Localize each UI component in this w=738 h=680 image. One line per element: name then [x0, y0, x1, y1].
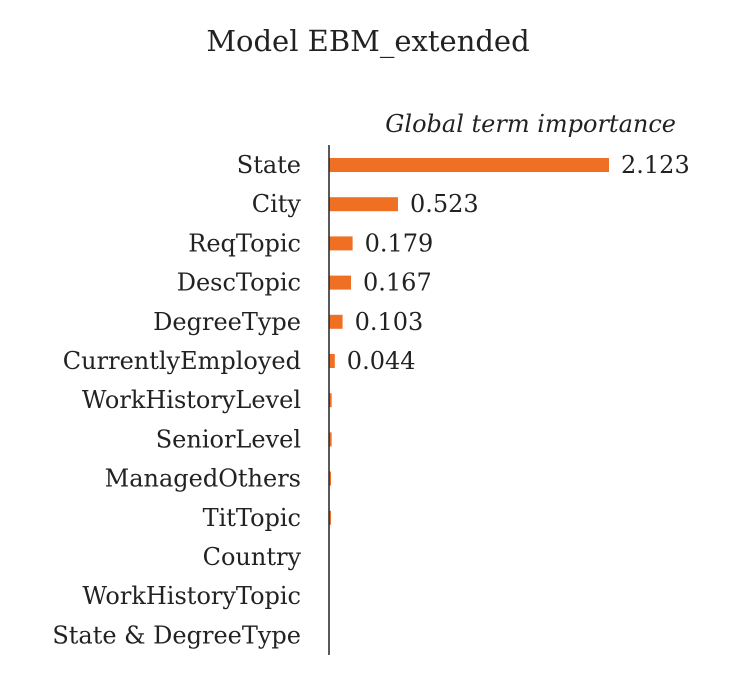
bars [329, 158, 609, 525]
tick-label-currentlyemployed: CurrentlyEmployed [63, 347, 301, 375]
bar-reqtopic [329, 236, 353, 251]
category-tick-labels: State City ReqTopic DescTopic DegreeType Curr… [52, 151, 301, 649]
bar-workhistorylevel [329, 393, 332, 408]
tick-label-state-and-degreetype: State & DegreeType [52, 621, 301, 649]
bar-city [329, 197, 398, 212]
tick-label-seniorlevel: SeniorLevel [156, 425, 301, 453]
bar-desctopic [329, 275, 352, 290]
bar-seniorlevel [329, 432, 332, 447]
bar-currentlyemployed [329, 354, 335, 368]
tick-label-managedothers: ManagedOthers [105, 465, 301, 493]
data-label-city: 0.523 [410, 190, 479, 218]
chart-title: Model EBM_extended [206, 24, 529, 59]
tick-label-tittopic: TitTopic [203, 504, 301, 532]
bar-state [329, 158, 609, 172]
tick-label-reqtopic: ReqTopic [188, 229, 301, 257]
tick-label-desctopic: DescTopic [177, 269, 301, 297]
bar-managedothers [329, 471, 331, 486]
tick-label-workhistorytopic: WorkHistoryTopic [82, 582, 301, 610]
data-label-desctopic: 0.167 [363, 269, 432, 297]
bar-tittopic [329, 510, 331, 525]
data-labels: 2.123 0.523 0.179 0.167 0.103 0.044 [347, 151, 690, 375]
tick-label-state: State [237, 151, 301, 179]
bar-degreetype [329, 314, 343, 329]
data-label-state: 2.123 [621, 151, 690, 179]
data-label-reqtopic: 0.179 [365, 229, 434, 257]
tick-label-city: City [252, 190, 302, 218]
tick-label-workhistorylevel: WorkHistoryLevel [82, 386, 301, 414]
tick-label-degreetype: DegreeType [153, 308, 301, 336]
data-label-currentlyemployed: 0.044 [347, 347, 416, 375]
data-label-degreetype: 0.103 [355, 308, 424, 336]
tick-label-country: Country [203, 543, 302, 571]
chart-subtitle: Global term importance [385, 110, 676, 138]
